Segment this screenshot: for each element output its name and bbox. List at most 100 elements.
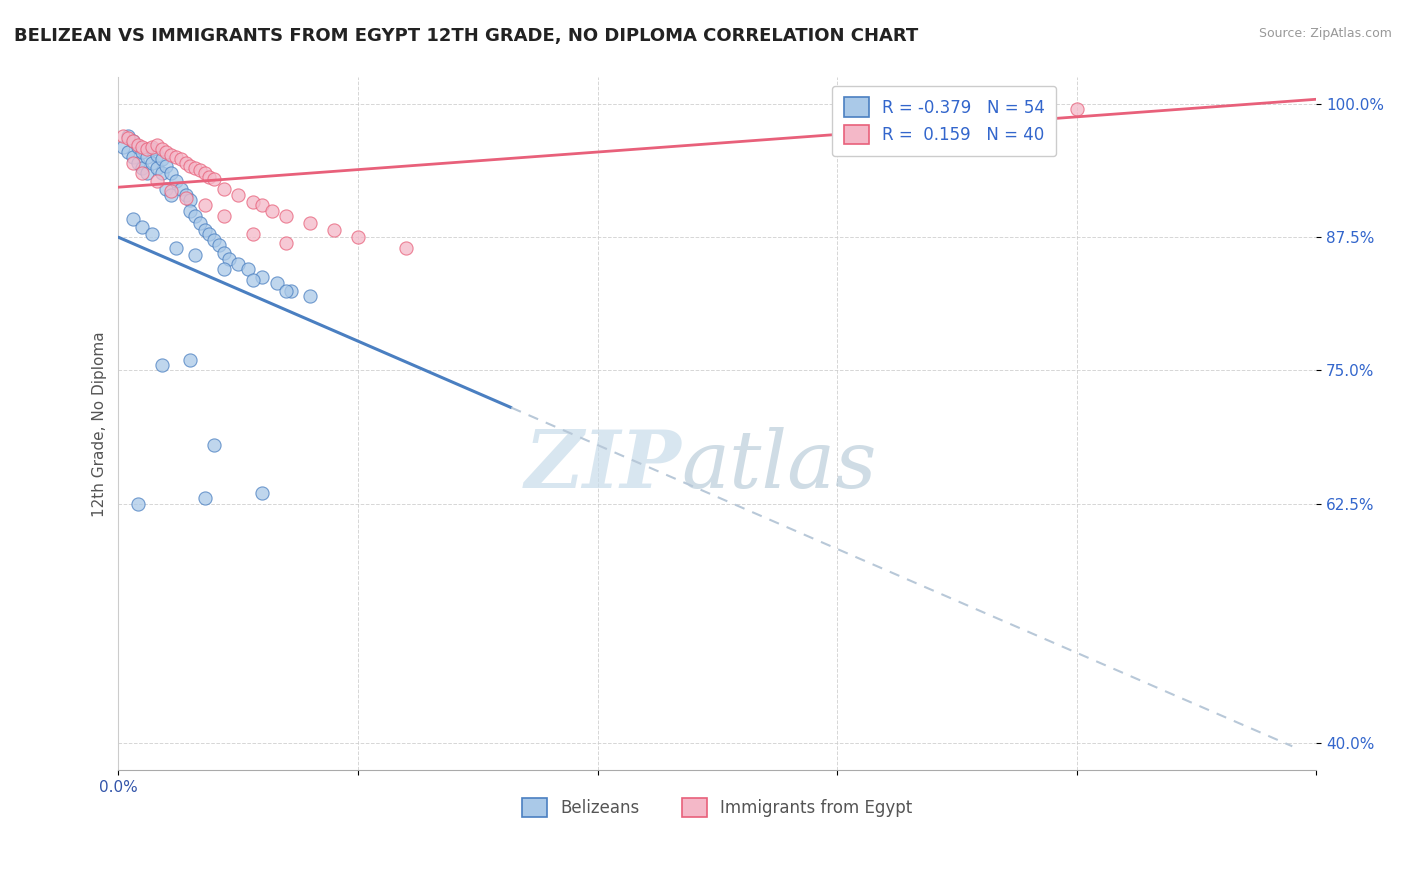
Point [131, 161, 153, 175]
Point [179, 203, 201, 218]
Point [395, 241, 418, 255]
Point [121, 134, 143, 148]
Point [160, 148, 183, 162]
Point [194, 166, 217, 180]
Point [250, 198, 273, 212]
Point [170, 153, 193, 167]
Point [131, 166, 153, 180]
Point [165, 174, 187, 188]
Point [202, 438, 225, 452]
Point [276, 209, 298, 223]
Point [236, 262, 259, 277]
Point [150, 166, 173, 180]
Point [194, 223, 217, 237]
Point [299, 289, 322, 303]
Point [146, 148, 169, 162]
Point [117, 129, 139, 144]
Point [212, 262, 235, 277]
Point [117, 145, 139, 159]
Point [136, 166, 159, 180]
Point [141, 142, 163, 156]
Point [155, 159, 177, 173]
Point [165, 241, 187, 255]
Point [198, 169, 221, 184]
Point [131, 139, 153, 153]
Point [112, 139, 135, 153]
Text: Source: ZipAtlas.com: Source: ZipAtlas.com [1258, 27, 1392, 40]
Point [155, 145, 177, 159]
Point [160, 187, 183, 202]
Point [194, 198, 217, 212]
Point [174, 191, 197, 205]
Point [150, 142, 173, 156]
Point [184, 209, 207, 223]
Point [242, 195, 264, 210]
Point [202, 234, 225, 248]
Point [127, 139, 149, 153]
Point [136, 142, 159, 156]
Point [194, 491, 217, 506]
Point [121, 155, 143, 169]
Point [218, 252, 240, 266]
Point [323, 223, 346, 237]
Point [170, 182, 193, 196]
Point [266, 276, 288, 290]
Point [117, 131, 139, 145]
Point [179, 352, 201, 367]
Point [155, 182, 177, 196]
Point [299, 216, 322, 230]
Point [174, 155, 197, 169]
Point [165, 150, 187, 164]
Point [141, 227, 163, 241]
Point [188, 163, 211, 178]
Y-axis label: 12th Grade, No Diploma: 12th Grade, No Diploma [93, 331, 107, 516]
Point [146, 174, 169, 188]
Point [179, 159, 201, 173]
Point [212, 209, 235, 223]
Point [242, 273, 264, 287]
Point [127, 155, 149, 169]
Point [141, 139, 163, 153]
Point [226, 257, 249, 271]
Text: BELIZEAN VS IMMIGRANTS FROM EGYPT 12TH GRADE, NO DIPLOMA CORRELATION CHART: BELIZEAN VS IMMIGRANTS FROM EGYPT 12TH G… [14, 27, 918, 45]
Point [198, 227, 221, 241]
Point [150, 358, 173, 372]
Point [174, 187, 197, 202]
Point [131, 145, 153, 159]
Point [146, 137, 169, 152]
Point [121, 134, 143, 148]
Point [150, 153, 173, 167]
Point [127, 497, 149, 511]
Point [212, 182, 235, 196]
Point [112, 129, 135, 144]
Point [160, 166, 183, 180]
Point [212, 246, 235, 260]
Point [184, 248, 207, 262]
Point [121, 150, 143, 164]
Point [136, 150, 159, 164]
Point [121, 212, 143, 227]
Text: ZIP: ZIP [524, 426, 682, 504]
Point [146, 161, 169, 175]
Point [276, 284, 298, 298]
Point [208, 237, 231, 252]
Text: atlas: atlas [682, 426, 877, 504]
Point [184, 161, 207, 175]
Point [160, 185, 183, 199]
Point [260, 203, 283, 218]
Point [280, 284, 302, 298]
Point [276, 235, 298, 250]
Point [141, 155, 163, 169]
Legend: Belizeans, Immigrants from Egypt: Belizeans, Immigrants from Egypt [516, 791, 920, 824]
Point [226, 187, 249, 202]
Point [250, 486, 273, 500]
Point [1066, 103, 1088, 117]
Point [127, 137, 149, 152]
Point [347, 230, 370, 244]
Point [179, 193, 201, 207]
Point [131, 219, 153, 234]
Point [202, 171, 225, 186]
Point [250, 269, 273, 284]
Point [188, 216, 211, 230]
Point [242, 227, 264, 241]
